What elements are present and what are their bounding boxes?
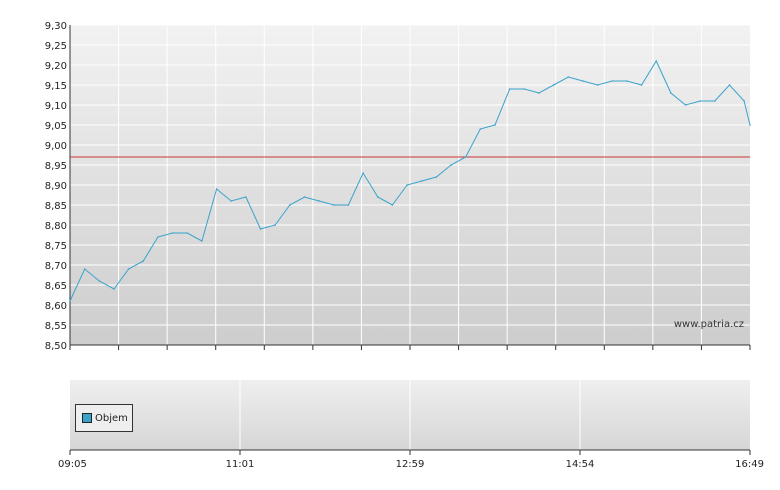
- price-point: [567, 76, 570, 78]
- price-point: [157, 236, 159, 238]
- price-point: [596, 84, 599, 86]
- price-point: [142, 260, 145, 262]
- y-tick-label: 9,05: [45, 121, 67, 132]
- legend-swatch: [82, 413, 92, 423]
- price-point: [435, 176, 438, 178]
- price-point: [494, 124, 496, 126]
- price-point: [464, 156, 467, 158]
- price-point: [743, 100, 745, 102]
- price-point: [201, 240, 203, 242]
- price-points: [69, 60, 751, 302]
- price-point: [186, 232, 189, 234]
- price-point: [171, 232, 174, 234]
- price-point: [98, 280, 101, 282]
- price-point: [69, 300, 71, 302]
- main-x-tick-marks: [69, 345, 751, 350]
- y-tick-label: 8,75: [45, 241, 67, 252]
- price-point: [303, 196, 306, 198]
- price-point: [362, 172, 364, 174]
- price-point: [552, 84, 555, 86]
- price-line: [69, 59, 751, 302]
- price-point: [420, 180, 423, 182]
- y-tick-label: 9,15: [45, 81, 67, 92]
- watermark: www.patria.cz: [674, 319, 744, 330]
- price-point: [391, 204, 394, 206]
- y-tick-label: 8,70: [45, 261, 67, 272]
- price-point: [127, 268, 130, 270]
- price-point: [289, 204, 291, 206]
- y-tick-label: 8,55: [45, 321, 67, 332]
- x-tick-label: 12:59: [396, 459, 425, 470]
- price-point: [749, 124, 751, 126]
- price-point: [113, 288, 115, 290]
- price-point: [406, 184, 408, 186]
- price-point: [508, 88, 511, 90]
- price-point: [83, 268, 86, 270]
- price-point: [728, 84, 731, 86]
- x-tick-label: 11:01: [226, 459, 255, 470]
- price-point: [376, 196, 379, 198]
- price-point: [259, 228, 262, 230]
- price-point: [245, 196, 247, 198]
- y-tick-label: 8,65: [45, 281, 67, 292]
- price-point: [332, 204, 335, 206]
- price-point: [479, 128, 482, 130]
- price-point: [450, 164, 452, 166]
- price-point: [274, 224, 276, 226]
- price-point: [318, 200, 320, 202]
- price-point: [611, 80, 614, 82]
- price-point: [714, 100, 716, 102]
- price-point: [523, 88, 526, 90]
- legend-label-volume: Objem: [95, 412, 128, 424]
- x-tick-label: 09:05: [58, 459, 87, 470]
- x-tick-label: 14:54: [566, 459, 595, 470]
- y-tick-label: 8,60: [45, 301, 67, 312]
- y-tick-label: 8,90: [45, 181, 67, 192]
- y-tick-label: 9,25: [45, 41, 67, 52]
- price-point: [347, 204, 350, 206]
- y-tick-labels: 8,50 8,55 8,60 8,65 8,70 8,75 8,80 8,85 8,90 8,95…: [45, 21, 67, 352]
- price-point: [582, 80, 584, 82]
- volume-grid: [69, 380, 751, 455]
- y-tick-label: 8,50: [45, 341, 67, 352]
- y-tick-label: 8,80: [45, 221, 67, 232]
- price-point: [640, 84, 643, 86]
- main-grid: [70, 24, 750, 346]
- y-tick-label: 8,95: [45, 161, 67, 172]
- y-tick-label: 9,30: [45, 21, 67, 32]
- price-point: [230, 200, 233, 202]
- price-point: [699, 100, 701, 102]
- x-tick-labels: 09:05 11:01 12:59 14:54 16:49: [58, 459, 764, 470]
- x-tick-label: 16:49: [735, 459, 764, 470]
- price-point: [655, 60, 658, 62]
- legend: Objem: [75, 404, 133, 432]
- price-point: [215, 188, 218, 190]
- price-point: [538, 92, 540, 94]
- y-tick-label: 9,10: [45, 101, 67, 112]
- price-point: [684, 104, 687, 106]
- y-tick-label: 9,00: [45, 141, 67, 152]
- y-tick-label: 9,20: [45, 61, 67, 72]
- y-tick-label: 8,85: [45, 201, 67, 212]
- price-point: [670, 92, 672, 94]
- price-point: [626, 80, 628, 82]
